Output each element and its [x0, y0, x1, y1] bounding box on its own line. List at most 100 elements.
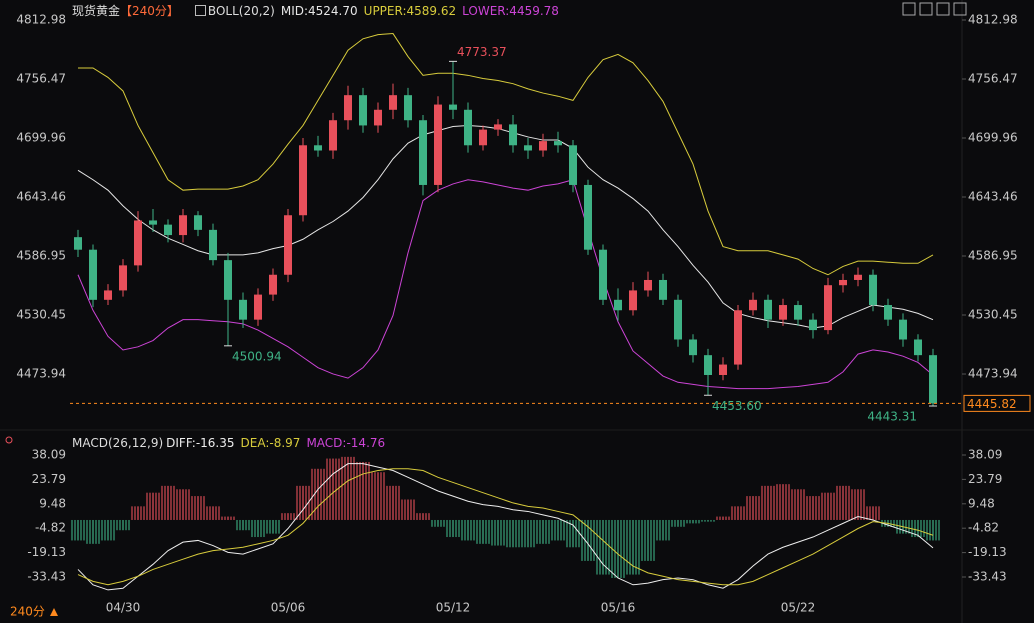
candle-body — [914, 339, 922, 356]
candle-body — [734, 310, 742, 365]
candle-body — [824, 285, 832, 331]
candle-body — [659, 279, 667, 300]
y-tick-label: 4756.47 — [16, 72, 66, 86]
y-tick-label: 4699.96 — [16, 131, 66, 145]
candle-body — [149, 220, 157, 225]
candle-body — [929, 355, 937, 404]
candle-body — [164, 224, 172, 236]
y-tick-label: 38.09 — [32, 447, 66, 461]
last-price-box — [963, 394, 1031, 412]
line-series — [77, 124, 934, 329]
candle-body — [719, 364, 727, 375]
x-tick-label: 05/22 — [781, 601, 816, 615]
candle-body — [134, 220, 142, 266]
candle-body — [689, 339, 697, 356]
candle-body — [854, 274, 862, 280]
candle-body — [329, 120, 337, 151]
candle-body — [614, 299, 622, 311]
icon[interactable] — [919, 2, 933, 16]
legend-entry: MID:4524.70 — [280, 3, 358, 18]
candle-body — [299, 145, 307, 216]
y-tick-label: -19.13 — [968, 545, 1007, 559]
candle-body — [809, 319, 817, 331]
y-tick-label: 4473.94 — [16, 367, 66, 381]
candle-body — [884, 305, 892, 320]
candle-body — [869, 274, 877, 306]
candle-body — [179, 215, 187, 236]
candle-body — [359, 95, 367, 126]
candle-body — [599, 249, 607, 300]
macd-header: MACD(26,12,9) DIFF:-16.35 DEA:-8.97 MACD… — [72, 436, 385, 450]
y-tick-label: 4812.98 — [16, 13, 66, 27]
annotation-label: 4500.94 — [232, 349, 282, 363]
candle-body — [89, 249, 97, 300]
legend-entry: UPPER:4589.62 — [363, 3, 457, 18]
candle-body — [314, 145, 322, 151]
x-tick-label: 05/16 — [601, 601, 636, 615]
icon[interactable] — [936, 2, 950, 16]
candle-body — [254, 294, 262, 320]
candle-body — [464, 109, 472, 146]
y-tick-label: -33.43 — [968, 570, 1007, 584]
y-tick-label: 23.79 — [968, 472, 1002, 486]
y-tick-label: 4756.47 — [968, 72, 1018, 86]
boll-icon — [194, 5, 206, 16]
candle-body — [239, 299, 247, 320]
x-tick-label: 05/06 — [271, 601, 306, 615]
candle-body — [284, 215, 292, 275]
indicator-icon[interactable] — [5, 436, 13, 444]
line-series — [77, 463, 934, 591]
selector-arrow[interactable] — [50, 608, 58, 616]
candle-body — [494, 124, 502, 130]
candle-body — [74, 237, 82, 250]
y-tick-label: 38.09 — [968, 447, 1002, 461]
candle-body — [104, 290, 112, 300]
candle-body — [344, 95, 352, 121]
candle-body — [794, 305, 802, 320]
candle-body — [209, 229, 217, 261]
annotation-label: 4443.31 — [867, 409, 917, 423]
annotation-label: 4773.37 — [457, 45, 507, 59]
y-tick-label: 4643.46 — [968, 190, 1018, 204]
period-label[interactable]: 【240分】 — [120, 4, 179, 18]
indicator-label: MACD(26,12,9) — [72, 436, 164, 450]
candle-body — [389, 95, 397, 110]
y-tick-label: -4.82 — [35, 521, 66, 535]
candle-body — [419, 120, 427, 185]
icon[interactable] — [953, 2, 967, 16]
y-tick-label: 4530.45 — [968, 308, 1018, 322]
candle-body — [629, 290, 637, 311]
candle-body — [704, 355, 712, 375]
candle-body — [194, 215, 202, 230]
y-tick-label: 4812.98 — [968, 13, 1018, 27]
candle-body — [554, 141, 562, 146]
candle-body — [119, 265, 127, 291]
candle-body — [644, 279, 652, 291]
y-tick-label: 4530.45 — [16, 308, 66, 322]
candle-body — [449, 104, 457, 110]
legend-entry: LOWER:4459.78 — [462, 3, 559, 18]
y-tick-label: -19.13 — [27, 545, 66, 559]
y-tick-label: 9.48 — [968, 496, 995, 510]
icon[interactable] — [902, 2, 916, 16]
candle-body — [539, 141, 547, 151]
y-tick-label: 4586.95 — [16, 249, 66, 263]
legend-entry: DIFF:-16.35 — [166, 436, 235, 450]
legend-entry: MACD:-14.76 — [306, 436, 386, 450]
candle-body — [839, 279, 847, 286]
period-selector[interactable]: 240分 — [10, 605, 45, 619]
y-tick-label: 4643.46 — [16, 190, 66, 204]
instrument-title: 现货黄金 — [72, 4, 121, 18]
price-header: 现货黄金 【240分】 BOLL(20,2) MID:4524.70 UPPER… — [72, 2, 559, 19]
line-series — [77, 179, 934, 390]
x-tick-label: 05/12 — [436, 601, 471, 615]
indicator-label: BOLL(20,2) — [207, 3, 275, 18]
candle-body — [749, 299, 757, 311]
line-series — [77, 468, 934, 586]
annotation-label: 4453.60 — [712, 399, 762, 413]
y-tick-label: 4699.96 — [968, 131, 1018, 145]
y-tick-label: 9.48 — [39, 496, 66, 510]
candle-body — [509, 124, 517, 146]
